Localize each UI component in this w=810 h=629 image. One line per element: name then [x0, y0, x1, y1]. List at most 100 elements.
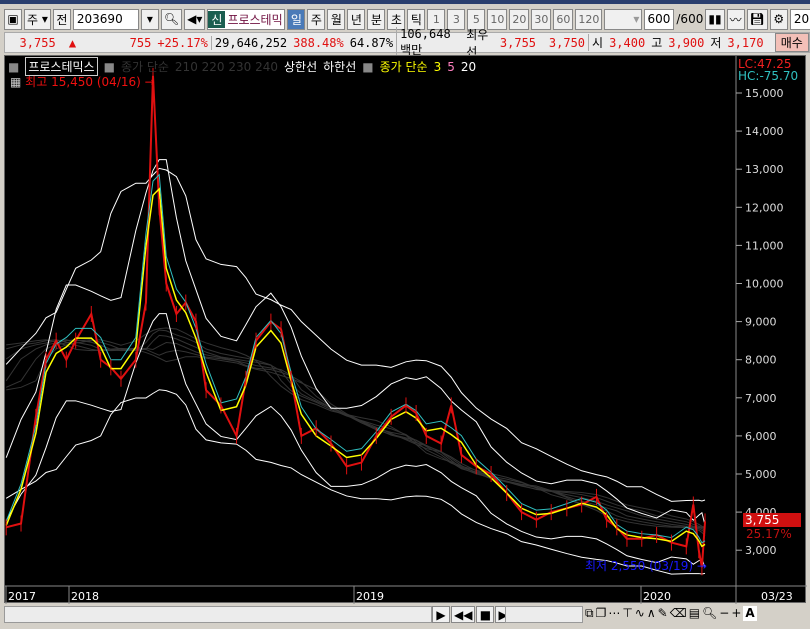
up-arrow-icon: ▲	[68, 35, 77, 50]
type-select[interactable]: 주 ▾	[24, 8, 51, 30]
y-tick-label: 12,000	[745, 201, 784, 214]
candle-line	[5, 173, 706, 544]
sound-icon[interactable]: ◀▾	[184, 8, 206, 30]
y-tick-label: 5,000	[745, 468, 777, 481]
rewind-icon[interactable]: ◀◀	[451, 606, 476, 623]
dots-icon[interactable]: ⋯	[608, 606, 621, 620]
zoom-out-icon[interactable]: −	[719, 606, 730, 620]
chart-icon[interactable]: ▤	[688, 606, 701, 620]
last-pct: 25.17%	[746, 527, 792, 541]
period-minute[interactable]: 분	[367, 8, 386, 30]
legend-bullet-icon: ■	[103, 59, 115, 74]
chart-tools: ⧉ ❐ ⋯ ⊤ ∿ ∧ ✎ ⌫ ▤ 🔍︎ − + A	[585, 606, 757, 621]
date-input[interactable]: 2020/03/	[789, 8, 810, 30]
zoom-scrollbar[interactable]	[505, 606, 583, 623]
interval-5[interactable]: 5	[467, 8, 486, 30]
interval-10[interactable]: 10	[487, 8, 508, 30]
volume-ratio: 388.48%	[293, 35, 344, 50]
y-tick-label: 6,000	[745, 430, 777, 443]
search-icon[interactable]: 🔍︎	[160, 8, 183, 30]
eraser-icon[interactable]: ⌫	[669, 606, 687, 620]
period-tick[interactable]: 틱	[407, 8, 426, 30]
save-icon[interactable]: 💾︎	[746, 8, 768, 30]
legend-bullet-icon: ■	[362, 59, 374, 74]
stop-icon[interactable]: ■	[476, 606, 495, 623]
current-price-value: 3,755	[19, 35, 56, 50]
period-year[interactable]: 년	[347, 8, 366, 30]
zoom-in-icon[interactable]: +	[731, 606, 742, 620]
open: 3,400	[609, 35, 646, 50]
high-annotation: ▦ 최고 15,450 (04/16) →	[10, 75, 155, 89]
stock-name-field[interactable]: 신 프로스테믹	[207, 8, 286, 30]
grid-icon: ▦	[10, 75, 22, 89]
legend-ma20: 20	[460, 59, 477, 74]
gear-icon[interactable]: ⚙	[769, 8, 788, 30]
ask: 3,755	[499, 35, 537, 50]
interval-1[interactable]: 1	[427, 8, 446, 30]
panel-toggle-icon[interactable]: ▣	[4, 8, 22, 30]
price-chart[interactable]: 3,0004,0005,0006,0007,0008,0009,00010,00…	[4, 55, 807, 604]
title-bar	[0, 0, 810, 4]
interval-30[interactable]: 30	[531, 8, 552, 30]
prev-button[interactable]: 전	[52, 8, 71, 30]
long-ma-line	[6, 339, 706, 528]
interval-20[interactable]: 20	[509, 8, 530, 30]
amount: 106,648백만	[396, 27, 463, 58]
interval-3[interactable]: 3	[447, 8, 466, 30]
legend-upper: 상한선	[283, 60, 318, 74]
high-label: 고	[651, 36, 663, 50]
y-tick-label: 11,000	[745, 239, 784, 252]
text-icon[interactable]: A	[743, 606, 757, 621]
line-icon[interactable]: ∧	[646, 606, 656, 620]
draw-icon[interactable]: ✎	[657, 606, 668, 620]
low-annotation-text: 최저 2,550 (03/19)	[585, 559, 694, 573]
interval-60[interactable]: 60	[553, 8, 574, 30]
scrollbar-track[interactable]	[4, 606, 432, 623]
window-add-icon[interactable]: ⧉	[585, 606, 594, 620]
y-tick-label: 9,000	[745, 316, 777, 329]
envelope-line-2	[5, 167, 706, 502]
interval-120[interactable]: 120	[575, 8, 603, 30]
chart-svg: 3,0004,0005,0006,0007,0008,0009,00010,00…	[5, 56, 807, 604]
trend-icon[interactable]: ∿	[634, 606, 645, 620]
y-tick-label: 13,000	[745, 163, 784, 176]
envelope-line-3	[5, 389, 706, 575]
y-tick-label: 8,000	[745, 354, 777, 367]
magnifier-icon[interactable]: 🔍︎	[702, 606, 718, 620]
y-tick-label: 10,000	[745, 278, 784, 291]
low-label: 저	[710, 36, 722, 50]
window-overlap-icon[interactable]: ❐	[595, 606, 607, 620]
interval-dropdown[interactable]: ▾	[604, 8, 643, 30]
change: 755	[129, 35, 152, 50]
y-tick-label: 7,000	[745, 392, 777, 405]
high-annotation-text: 최고 15,450 (04/16)	[25, 75, 141, 89]
lc-value: LC:47.25	[738, 57, 792, 71]
legend-ma5: 5	[447, 59, 455, 74]
buy-button[interactable]: 매수	[774, 33, 810, 52]
quote-bar: 3,755 ▲ 755 +25.17% 29,646,252 388.48% 6…	[4, 27, 810, 59]
volume: 29,646,252	[210, 35, 290, 50]
count-input[interactable]: 600	[644, 8, 675, 30]
code-dropdown-icon[interactable]: ▾	[140, 8, 159, 30]
crosshair-icon[interactable]: ⊤	[622, 606, 633, 620]
last-price-tag: 3,755	[743, 513, 801, 527]
scroll-right-icon[interactable]: ▶	[432, 606, 450, 623]
long-ma-line	[6, 339, 706, 529]
legend-bullet-icon: ■	[8, 59, 20, 74]
x-tick-label: 2017	[8, 590, 36, 603]
add-indicator-icon[interactable]: 〰	[726, 8, 745, 30]
change-pct: +25.17%	[157, 35, 208, 50]
code-input[interactable]: 203690	[72, 8, 139, 30]
hc-value: HC:-75.70	[738, 69, 799, 83]
period-month[interactable]: 월	[327, 8, 346, 30]
period-week[interactable]: 주	[307, 8, 326, 30]
y-tick-label: 14,000	[745, 125, 784, 138]
toolbar: ▣ 주 ▾ 전 203690 ▾ 🔍︎ ◀▾ 신 프로스테믹 일 주 월 년 분 …	[4, 8, 810, 30]
y-tick-label: 3,000	[745, 544, 777, 557]
candle-icon[interactable]: ▮▮	[705, 8, 725, 30]
x-tick-label: 2019	[356, 590, 384, 603]
envelope-line-0	[5, 159, 706, 526]
legend-dim-ma: 종가 단순	[120, 60, 169, 74]
chart-legend: ■ 프로스테믹스 ■ 종가 단순 210 220 230 240 상한선 하한선 ■…	[8, 57, 476, 76]
period-day[interactable]: 일	[287, 8, 306, 30]
